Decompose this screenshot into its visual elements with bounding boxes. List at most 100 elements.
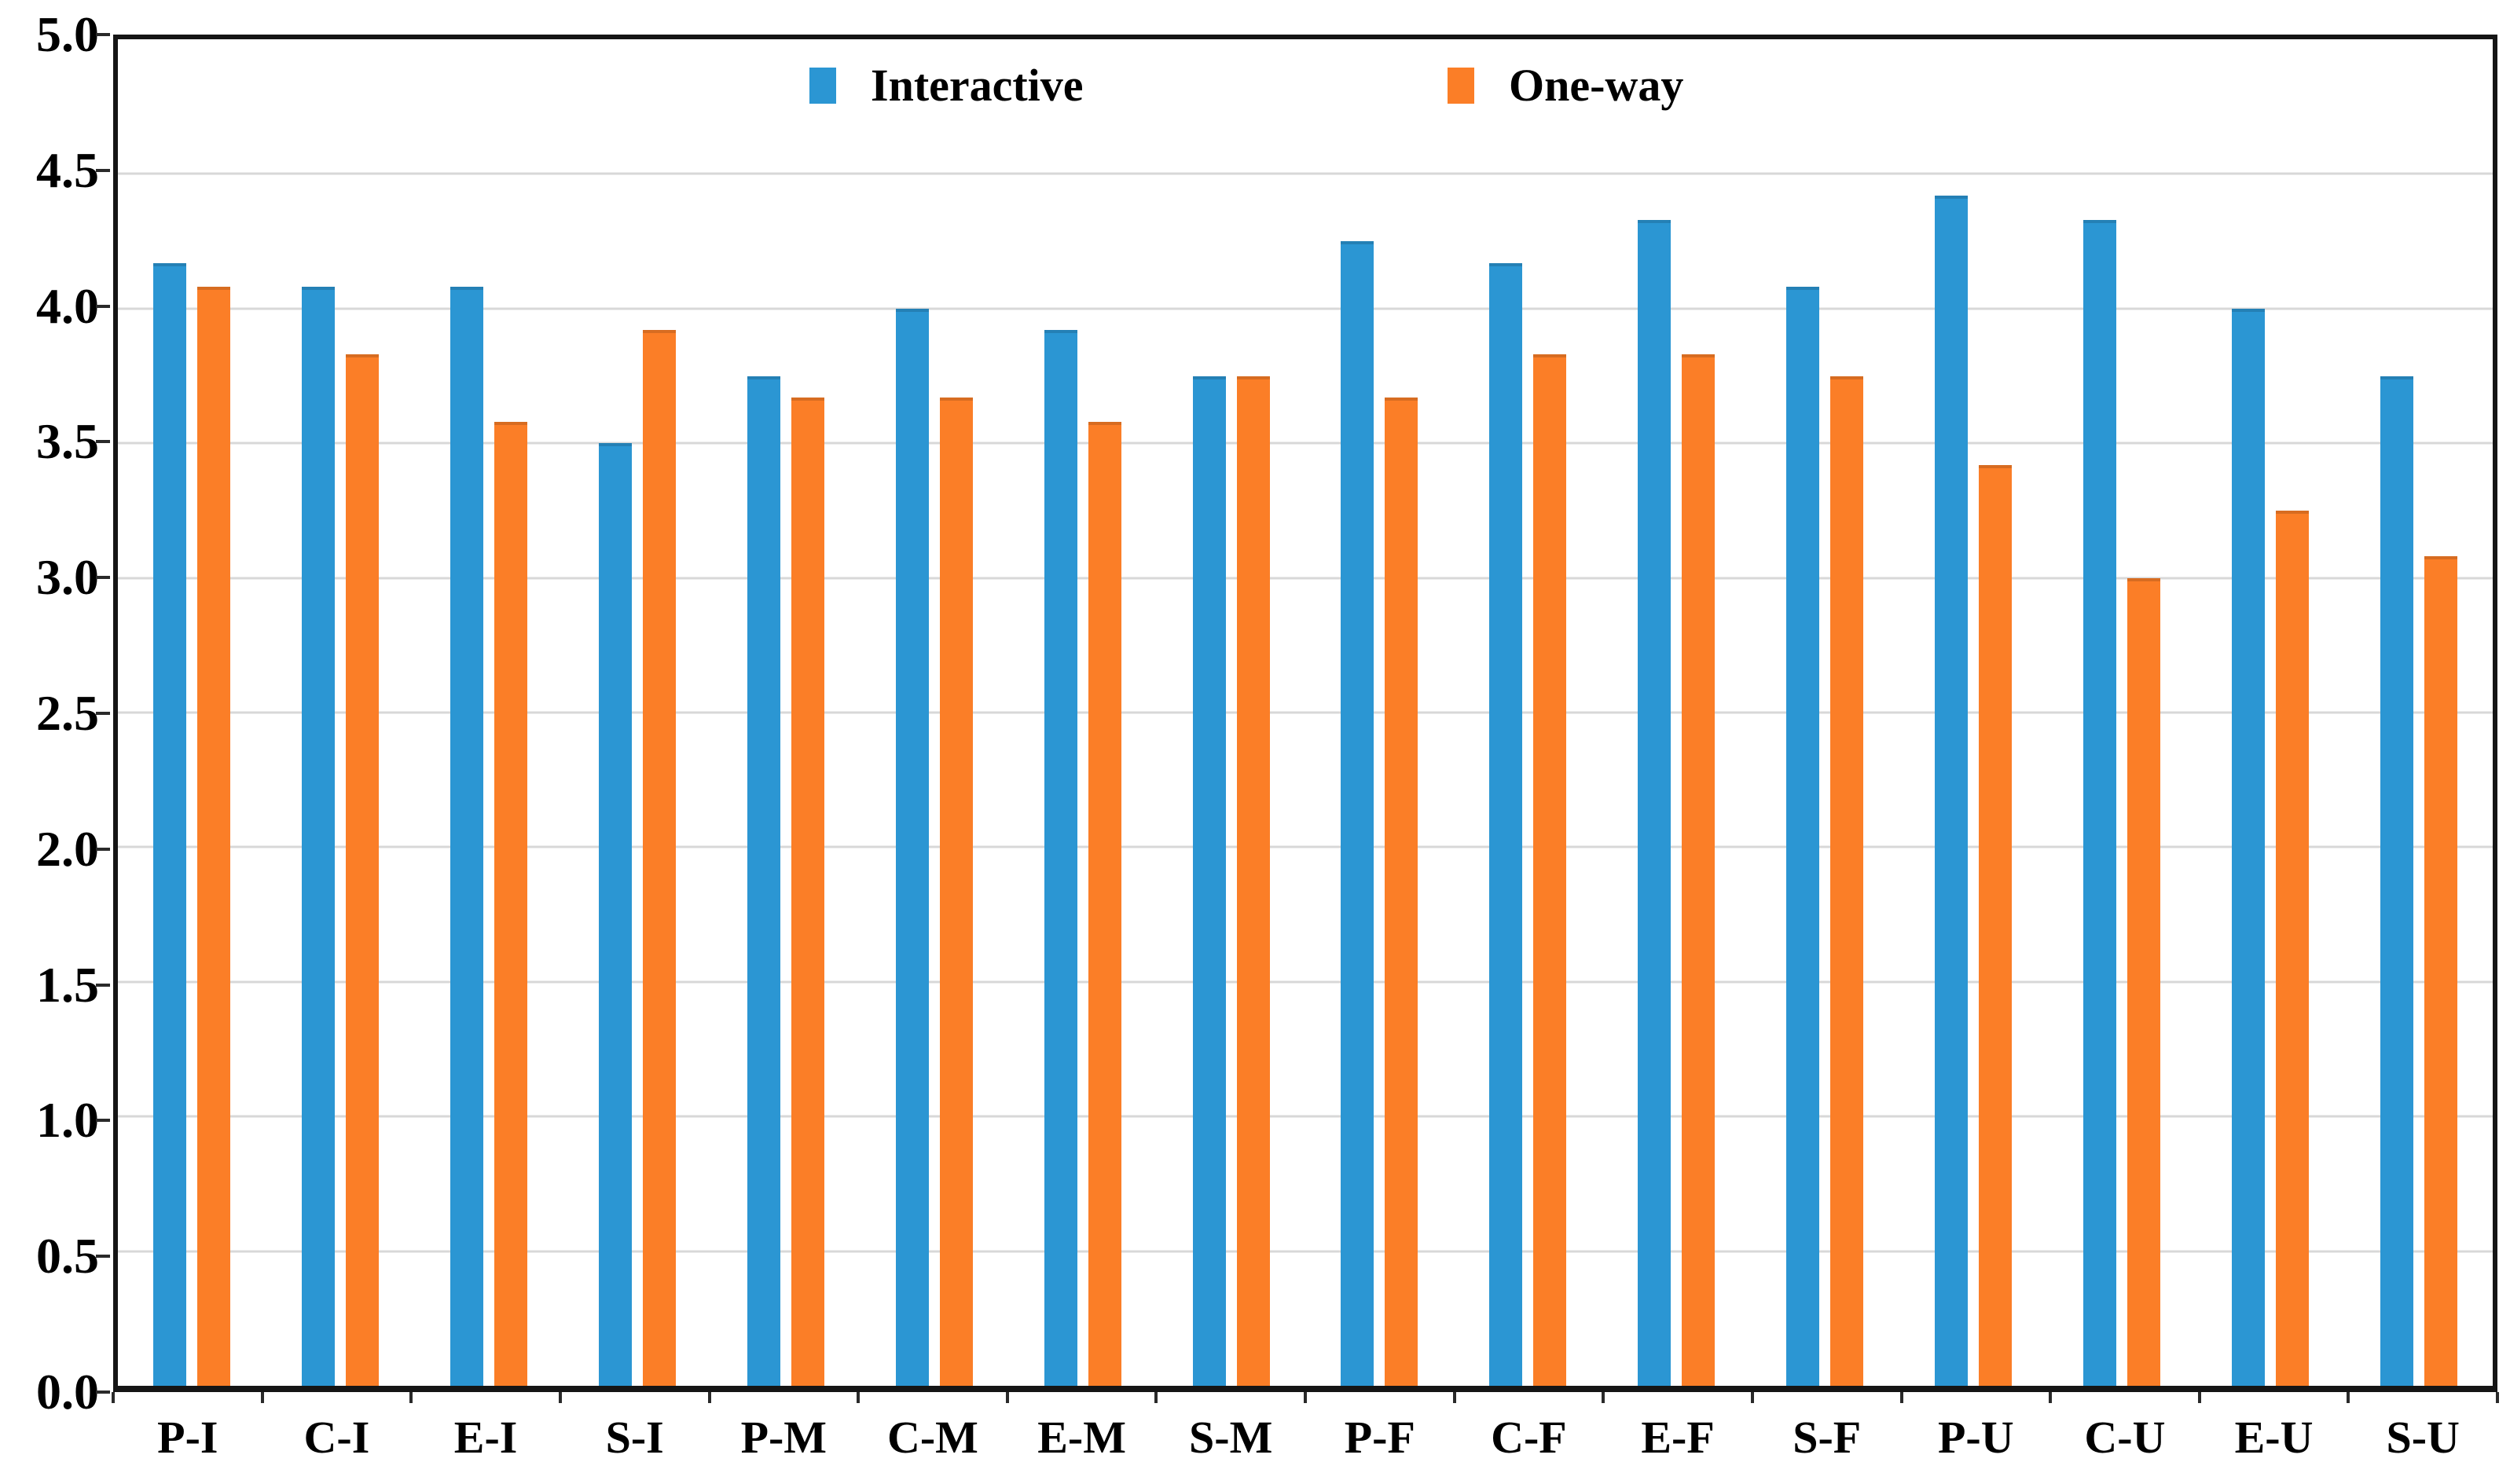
bar-groups	[118, 39, 2493, 1386]
bar-oneway-s-f	[1830, 376, 1864, 1386]
plot-area: Interactive One-way	[113, 35, 2497, 1392]
x-tick-label-s-f: S-F	[1793, 1412, 1862, 1463]
x-axis-tick	[707, 1392, 711, 1403]
x-axis-tick	[2496, 1392, 2499, 1403]
y-axis-tick	[96, 983, 110, 987]
x-tick-label-s-i: S-I	[605, 1412, 664, 1463]
gridline	[118, 172, 2493, 175]
x-axis-tick	[1304, 1392, 1307, 1403]
bar-group-c-u	[2047, 39, 2196, 1386]
bar-oneway-p-i	[197, 287, 231, 1386]
bar-interactive-p-u	[1934, 195, 1968, 1386]
bar-group-e-i	[415, 39, 563, 1386]
y-axis-tick	[96, 440, 110, 444]
bar-oneway-p-f	[1385, 397, 1418, 1386]
x-axis-tick	[1750, 1392, 1754, 1403]
x-axis-tick	[857, 1392, 861, 1403]
legend-marker-oneway	[1448, 68, 1474, 104]
bar-interactive-s-m	[1192, 376, 1226, 1386]
x-axis-tick	[1154, 1392, 1158, 1403]
x-tick-label-p-i: P-I	[157, 1412, 218, 1463]
bar-oneway-e-m	[1088, 421, 1121, 1386]
y-tick-label: 3.0	[36, 549, 99, 606]
bar-group-c-f	[1454, 39, 1602, 1386]
bar-group-p-i	[118, 39, 266, 1386]
bar-interactive-c-i	[302, 287, 336, 1386]
bar-group-s-i	[563, 39, 712, 1386]
x-axis-tick	[112, 1392, 115, 1403]
bar-group-s-m	[1157, 39, 1305, 1386]
y-axis-tick	[96, 847, 110, 851]
bar-oneway-p-u	[1978, 464, 2012, 1386]
bar-group-p-u	[1899, 39, 2048, 1386]
y-tick-label: 2.5	[36, 685, 99, 741]
bar-oneway-s-m	[1236, 376, 1270, 1386]
y-tick-label: 1.5	[36, 956, 99, 1013]
gridline	[118, 1250, 2493, 1253]
x-axis-tick	[409, 1392, 413, 1403]
y-axis-tick	[96, 712, 110, 715]
bar-interactive-c-u	[2082, 219, 2116, 1386]
bar-oneway-e-f	[1682, 354, 1716, 1386]
y-axis-tick	[96, 1119, 110, 1123]
y-tick-label: 3.5	[36, 413, 99, 470]
bar-oneway-s-u	[2424, 556, 2457, 1386]
bar-interactive-e-i	[450, 287, 484, 1386]
legend-label-interactive: Interactive	[871, 60, 1084, 111]
bar-interactive-e-f	[1638, 219, 1671, 1386]
y-axis-tick	[96, 1255, 110, 1259]
bar-interactive-c-m	[895, 308, 929, 1386]
legend-item-interactive: Interactive	[809, 63, 1084, 108]
bar-oneway-c-m	[939, 397, 973, 1386]
bar-oneway-p-m	[791, 397, 824, 1386]
y-tick-label: 0.5	[36, 1228, 99, 1284]
gridline	[118, 711, 2493, 714]
bar-interactive-p-f	[1341, 241, 1374, 1386]
gridline	[118, 577, 2493, 580]
x-tick-label-p-u: P-U	[1937, 1412, 2014, 1463]
legend-marker-interactive	[809, 68, 836, 104]
y-axis-tick	[96, 1391, 110, 1394]
x-axis-tick	[1602, 1392, 1605, 1403]
bar-group-c-i	[266, 39, 415, 1386]
y-tick-label: 1.0	[36, 1092, 99, 1149]
gridline	[118, 1115, 2493, 1118]
x-tick-label-c-m: C-M	[886, 1412, 978, 1463]
bar-oneway-c-f	[1533, 354, 1567, 1386]
x-tick-label-e-i: E-I	[453, 1412, 518, 1463]
x-tick-label-c-i: C-I	[303, 1412, 370, 1463]
bar-oneway-s-i	[643, 330, 677, 1386]
bar-interactive-p-i	[153, 262, 187, 1386]
bar-oneway-e-u	[2275, 510, 2309, 1386]
bar-oneway-e-i	[494, 421, 528, 1386]
gridline	[118, 442, 2493, 445]
gridline	[118, 980, 2493, 984]
bar-oneway-c-i	[346, 354, 380, 1386]
bar-group-e-u	[2196, 39, 2344, 1386]
x-tick-label-e-u: E-U	[2234, 1412, 2314, 1463]
gridline	[118, 845, 2493, 848]
bar-group-e-m	[1008, 39, 1157, 1386]
y-axis-tick	[96, 576, 110, 580]
y-tick-label: 4.0	[36, 277, 99, 334]
x-axis-tick	[2049, 1392, 2053, 1403]
x-axis-labels: P-I C-I E-I S-I P-M C-M E-M S-M P-F C-F E-F S-F P-U C…	[113, 1413, 2497, 1475]
x-tick-label-s-m: S-M	[1189, 1412, 1273, 1463]
bar-interactive-e-m	[1044, 330, 1077, 1386]
x-tick-label-c-u: C-U	[2084, 1412, 2166, 1463]
y-tick-label: 4.5	[36, 141, 99, 198]
bar-interactive-e-u	[2231, 308, 2265, 1386]
bar-group-p-f	[1305, 39, 1454, 1386]
x-tick-label-c-f: C-F	[1491, 1412, 1567, 1463]
bar-group-c-m	[860, 39, 1008, 1386]
legend-label-oneway: One-way	[1509, 60, 1684, 111]
y-axis-tick	[96, 304, 110, 308]
x-tick-label-e-m: E-M	[1037, 1412, 1126, 1463]
bar-interactive-s-i	[599, 443, 633, 1386]
gridline	[118, 307, 2493, 310]
bar-group-p-m	[712, 39, 861, 1386]
x-axis-tick	[1899, 1392, 1903, 1403]
bar-group-s-u	[2344, 39, 2493, 1386]
x-axis-ticks	[112, 1392, 2499, 1405]
